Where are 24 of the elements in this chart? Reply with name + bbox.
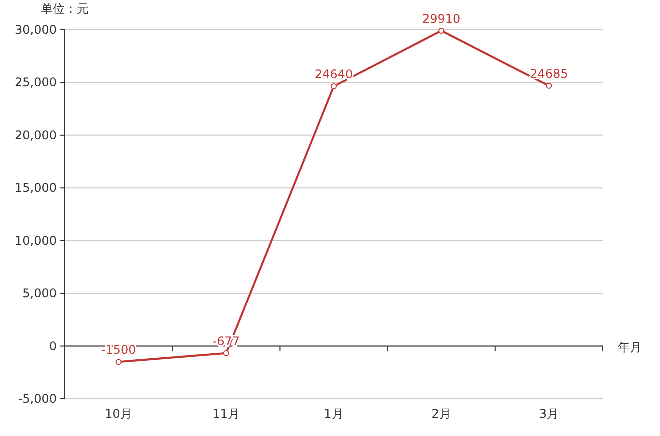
point xyxy=(116,359,122,366)
x-tick-label: 11月 xyxy=(212,407,240,421)
y-tick-label: 30,000 xyxy=(15,23,57,37)
point xyxy=(546,83,552,90)
data-label: 24640 xyxy=(314,68,354,82)
y-tick-label: 15,000 xyxy=(15,181,57,196)
y-tick-label: 25,000 xyxy=(15,76,57,90)
y-tick-label: 0 xyxy=(49,339,57,354)
point xyxy=(223,350,230,356)
y-tick-label: 20,000 xyxy=(15,128,57,142)
x-tick-label: 10月 xyxy=(105,407,132,421)
point xyxy=(331,84,337,90)
x-tick-label: 3月 xyxy=(539,407,560,421)
data-label: -1500 xyxy=(101,343,136,358)
y-tick-label: 10,000 xyxy=(15,234,57,248)
y-axis-title: 单位：元 xyxy=(41,2,89,16)
data-label: 24685 xyxy=(530,67,568,82)
point xyxy=(438,28,445,34)
data-label: 29910 xyxy=(422,12,461,26)
y-tick-label: 5,000 xyxy=(22,286,57,301)
y-tick-label: -5,000 xyxy=(18,392,57,406)
x-tick-label: 2月 xyxy=(432,407,452,421)
x-axis-title: 年月 xyxy=(618,340,642,354)
x-tick-label: 1月 xyxy=(324,407,344,421)
